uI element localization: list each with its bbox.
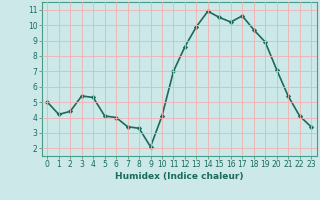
- X-axis label: Humidex (Indice chaleur): Humidex (Indice chaleur): [115, 172, 244, 181]
